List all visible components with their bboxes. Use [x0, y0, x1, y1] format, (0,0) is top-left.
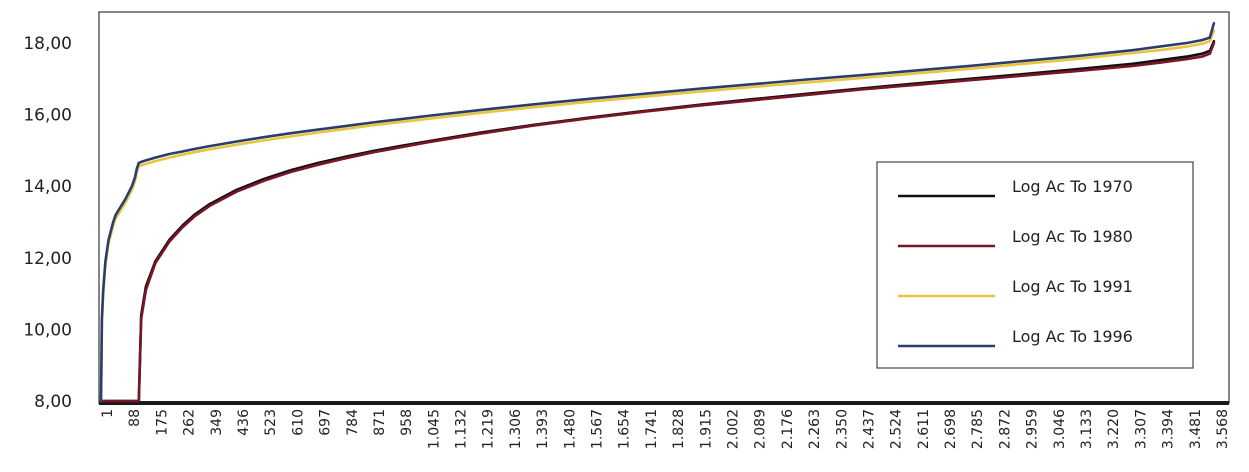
x-tick-label: 1: [100, 409, 116, 418]
x-tick-label: 3.307: [1133, 409, 1149, 449]
x-tick-label: 2.611: [916, 409, 932, 449]
x-tick-label: 3.220: [1106, 409, 1122, 449]
x-tick-label: 871: [372, 409, 388, 436]
x-tick-label: 2.437: [861, 409, 877, 449]
x-tick-label: 2.524: [889, 409, 905, 449]
x-tick-label: 3.394: [1161, 409, 1177, 449]
x-tick-label: 3.046: [1052, 409, 1068, 449]
y-tick-label: 14,00: [23, 177, 72, 197]
x-tick-label: 1.480: [562, 409, 578, 449]
legend-label: Log Ac To 1996: [1012, 327, 1133, 346]
x-tick-label: 349: [209, 409, 225, 436]
legend-label: Log Ac To 1980: [1012, 227, 1133, 246]
x-axis: 1 88 175 262 349 436 523 610 697 784 871 958 1.045 1.…: [100, 409, 1231, 449]
y-tick-label: 16,00: [23, 106, 72, 126]
x-tick-label: 175: [154, 409, 170, 436]
x-tick-label: 1.915: [698, 409, 714, 449]
x-tick-label: 2.176: [780, 409, 796, 449]
x-tick-label: 784: [345, 409, 361, 436]
x-tick-label: 1.306: [508, 409, 524, 449]
x-tick-label: 1.828: [671, 409, 687, 449]
x-tick-label: 2.263: [807, 409, 823, 449]
y-tick-label: 8,00: [34, 392, 72, 412]
series-lines: [99, 21, 1216, 403]
x-tick-label: 262: [182, 409, 198, 436]
y-tick-label: 10,00: [23, 320, 72, 340]
x-tick-label: 1.741: [644, 409, 660, 449]
legend-label: Log Ac To 1991: [1012, 277, 1133, 296]
x-tick-label: 2.785: [970, 409, 986, 449]
x-tick-label: 3.481: [1188, 409, 1204, 449]
x-tick-label: 3.568: [1215, 409, 1231, 449]
x-tick-label: 1.393: [535, 409, 551, 449]
legend: Log Ac To 1970 Log Ac To 1980 Log Ac To 19…: [876, 161, 1194, 369]
x-tick-label: 610: [290, 409, 306, 436]
x-tick-label: 436: [236, 409, 252, 436]
series-line-log-ac-to-1991: [99, 29, 1216, 403]
y-axis: 8,00 10,00 12,00 14,00 16,00 18,00: [23, 34, 72, 412]
series-line-log-ac-to-1996: [99, 21, 1216, 403]
x-tick-label: 958: [399, 409, 415, 436]
x-tick-label: 2.872: [997, 409, 1013, 449]
x-tick-label: 523: [263, 409, 279, 436]
x-tick-label: 1.219: [481, 409, 497, 449]
x-tick-label: 2.002: [725, 409, 741, 449]
x-tick-label: 88: [127, 409, 143, 427]
x-tick-label: 2.959: [1025, 409, 1041, 449]
x-tick-label: 2.089: [753, 409, 769, 449]
x-tick-label: 1.132: [454, 409, 470, 449]
x-tick-label: 1.654: [617, 409, 633, 449]
y-tick-label: 18,00: [23, 34, 72, 54]
x-tick-label: 1.567: [590, 409, 606, 449]
legend-label: Log Ac To 1970: [1012, 177, 1133, 196]
series-line-log-ac-to-1980: [99, 41, 1216, 403]
y-tick-label: 12,00: [23, 249, 72, 269]
x-tick-label: 2.698: [943, 409, 959, 449]
x-tick-label: 2.350: [834, 409, 850, 449]
x-tick-label: 1.045: [426, 409, 442, 449]
x-tick-label: 3.133: [1079, 409, 1095, 449]
x-tick-label: 697: [318, 409, 334, 436]
